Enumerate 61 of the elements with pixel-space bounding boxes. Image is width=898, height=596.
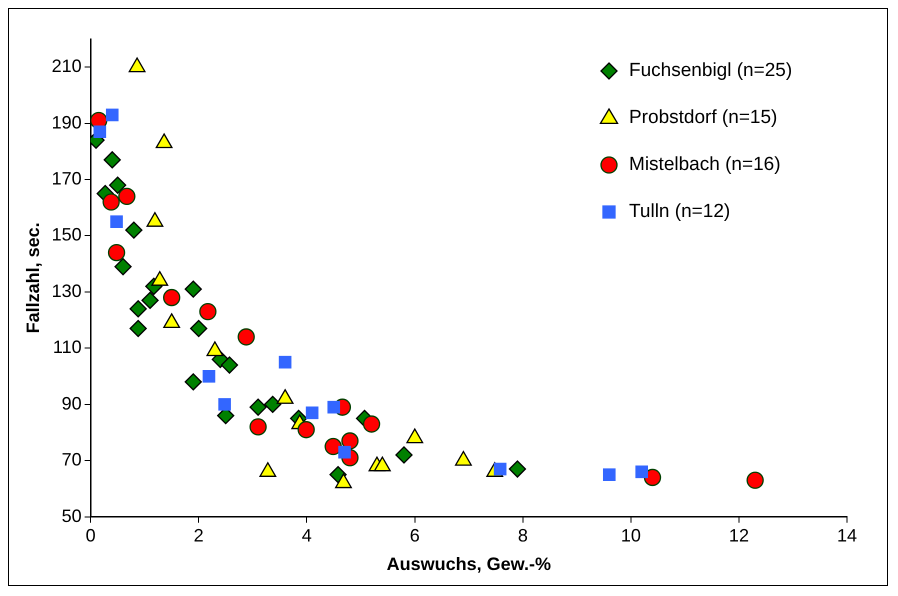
point	[118, 188, 136, 206]
point	[130, 320, 147, 338]
legend-label: Fuchsenbigl (n=25)	[629, 60, 792, 82]
point	[102, 193, 120, 211]
x-tick-label: 4	[302, 526, 312, 546]
point	[341, 432, 359, 450]
legend-label: Tulln (n=12)	[629, 201, 730, 222]
x-tick-label: 14	[836, 526, 858, 546]
point	[184, 373, 202, 391]
legend-label: Probstdorf (n=15)	[629, 107, 778, 128]
point	[199, 302, 217, 320]
point	[508, 460, 526, 478]
point	[218, 398, 231, 411]
x-tick-label: 2	[194, 526, 204, 546]
y-tick-label: 90	[62, 393, 82, 414]
y-tick-label: 190	[52, 112, 82, 132]
y-tick-label: 150	[52, 224, 82, 245]
point	[324, 438, 342, 456]
y-tick-label: 70	[62, 450, 82, 470]
x-axis-title: Auswuchs, Gew.-%	[386, 554, 552, 574]
point	[108, 244, 126, 262]
point	[125, 221, 143, 239]
point	[278, 356, 292, 369]
y-tick-label: 110	[52, 337, 82, 358]
y-tick-label: 50	[62, 506, 82, 526]
point	[249, 418, 267, 436]
point	[190, 320, 208, 338]
y-axis-title: Fallzahl, sec.	[22, 222, 43, 334]
point	[362, 415, 380, 433]
point	[184, 280, 202, 298]
point	[202, 370, 216, 383]
y-tick-label: 210	[52, 56, 82, 76]
point	[264, 396, 282, 414]
point	[220, 356, 238, 374]
point	[602, 468, 616, 481]
point	[106, 108, 119, 122]
point	[110, 215, 123, 228]
point	[108, 176, 126, 194]
point	[644, 468, 662, 486]
point	[94, 125, 106, 138]
point	[114, 258, 132, 276]
point	[249, 398, 267, 416]
y-tick-label: 170	[52, 168, 82, 188]
point	[163, 288, 180, 306]
point	[298, 421, 315, 438]
point	[306, 406, 318, 420]
point	[635, 466, 648, 478]
point	[104, 151, 121, 169]
point	[327, 400, 340, 414]
x-tick-label: 8	[518, 526, 528, 546]
point	[746, 472, 764, 489]
point	[141, 292, 159, 310]
legend-label: Mistelbach (n=16)	[629, 154, 781, 176]
x-tick-label: 6	[410, 526, 420, 546]
point	[395, 446, 413, 464]
x-tick-label: 0	[86, 526, 96, 546]
point	[130, 300, 147, 318]
y-tick-label: 130	[52, 280, 82, 301]
x-tick-label: 10	[620, 526, 641, 546]
x-tick-label: 12	[728, 526, 749, 546]
point	[238, 328, 255, 346]
